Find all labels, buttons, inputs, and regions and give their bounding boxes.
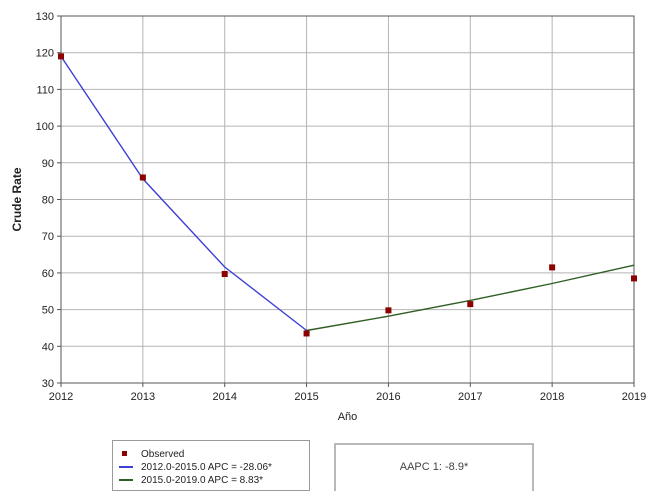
x-tick-label: 2012 — [49, 391, 73, 403]
legend-segment-2-label: 2015.0-2019.0 APC = 8.83* — [141, 474, 264, 486]
y-tick-label: 50 — [42, 305, 54, 317]
x-tick-label: 2016 — [376, 391, 400, 403]
x-tick-label: 2013 — [131, 391, 155, 403]
observed-point — [385, 307, 392, 314]
legend-item-segment-1: 2012.0-2015.0 APC = -28.06* — [119, 461, 272, 473]
y-tick-label: 80 — [42, 195, 54, 207]
observed-point — [631, 275, 637, 282]
legend-item-observed: Observed — [119, 448, 184, 460]
observed-point — [303, 330, 310, 337]
x-axis-title: Año — [338, 411, 358, 423]
aapc-box: AAPC 1: -8.9* — [334, 443, 534, 491]
trend-segment-2 — [306, 264, 635, 332]
y-tick-label: 120 — [36, 48, 54, 60]
observed-point — [467, 301, 474, 308]
trend-segment-1 — [60, 56, 308, 332]
y-axis-title: Crude Rate — [10, 167, 24, 231]
chart: 30 40 50 60 70 80 90 100 110 120 130 2012 2013 2014 20… — [10, 11, 646, 423]
y-tick-label: 40 — [42, 341, 54, 353]
observed-point — [221, 271, 228, 278]
y-tick-label: 60 — [42, 268, 54, 280]
segment-2-line-icon — [119, 477, 133, 483]
y-tick-label: 90 — [42, 158, 54, 170]
legend-item-segment-2: 2015.0-2019.0 APC = 8.83* — [119, 474, 263, 486]
y-tick-label: 30 — [42, 378, 54, 390]
y-tick-label: 70 — [42, 231, 54, 243]
y-tick-label: 130 — [36, 11, 54, 23]
x-tick-label: 2019 — [622, 391, 646, 403]
legend-observed-label: Observed — [141, 448, 185, 460]
observed-point — [549, 264, 556, 271]
legend-segment-1-label: 2012.0-2015.0 APC = -28.06* — [141, 461, 272, 473]
aapc-label: AAPC 1: -8.9* — [399, 461, 469, 473]
observed-point — [58, 53, 64, 60]
legend: Observed 2012.0-2015.0 APC = -28.06* 201… — [112, 440, 310, 491]
observed-point — [139, 174, 146, 181]
chart-svg: 30 40 50 60 70 80 90 100 110 120 130 2012 2013 2014 20… — [10, 11, 646, 423]
segment-1-line-icon — [119, 464, 133, 470]
observed-marker-icon — [119, 451, 133, 457]
y-tick-label: 110 — [36, 84, 54, 96]
x-tick-label: 2017 — [458, 391, 482, 403]
x-tick-label: 2014 — [212, 391, 236, 403]
x-tick-label: 2015 — [294, 391, 318, 403]
plot-frame — [60, 15, 635, 384]
x-tick-label: 2018 — [540, 391, 564, 403]
y-tick-label: 100 — [36, 121, 54, 133]
